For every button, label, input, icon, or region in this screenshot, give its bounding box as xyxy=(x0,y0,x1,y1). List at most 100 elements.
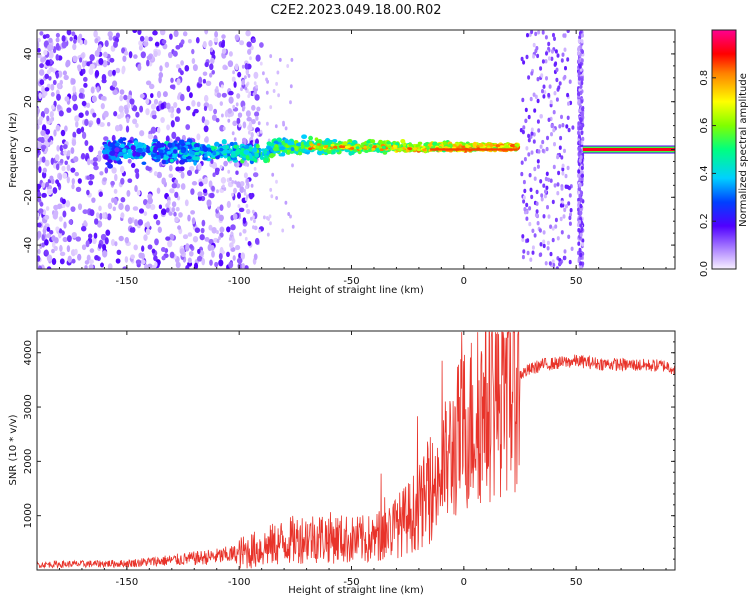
spectrogram-cell xyxy=(579,197,583,202)
spectrogram-cell xyxy=(232,213,238,220)
spectrogram-cell xyxy=(106,213,112,221)
snr-y-label: SNR (10 * v/v) xyxy=(8,414,19,485)
spectrogram-cell xyxy=(461,145,466,149)
spectrogram-cell xyxy=(557,170,561,176)
y-tick-label: 1000 xyxy=(23,503,34,528)
spectrogram-cell xyxy=(135,111,140,118)
spectrogram-cell xyxy=(216,230,219,235)
spectrogram-cell xyxy=(528,173,532,178)
spectrogram-cell xyxy=(239,186,245,194)
spectrogram-cell xyxy=(113,188,118,194)
spectrogram-cell xyxy=(214,141,220,147)
spectrogram-cell xyxy=(579,223,583,228)
spectrogram-cell xyxy=(526,33,529,38)
spectrogram-x-label: Height of straight line (km) xyxy=(288,285,424,296)
spectrogram-cell xyxy=(579,203,583,209)
spectrogram-cell xyxy=(154,261,158,268)
spectrogram-cell xyxy=(102,60,108,68)
spectrogram-cell xyxy=(579,210,583,216)
spectrogram-cell xyxy=(82,68,86,75)
spectrogram-cell xyxy=(534,212,538,218)
spectrogram-cell xyxy=(265,90,269,95)
spectrogram-cell xyxy=(123,50,129,56)
spectrogram-cell xyxy=(41,234,45,241)
spectrogram-cell xyxy=(103,154,109,160)
spectrogram-cell xyxy=(186,170,193,176)
spectrogram-cell xyxy=(281,228,285,233)
spectrogram-cell xyxy=(291,224,295,229)
spectrogram-cell xyxy=(254,111,260,117)
spectrogram-cell xyxy=(89,209,95,217)
spectrogram-cell xyxy=(103,51,108,58)
spectrogram-cell xyxy=(150,103,157,110)
spectrogram-cell xyxy=(293,146,299,151)
spectrogram-cell xyxy=(560,58,564,63)
spectrogram-cell xyxy=(559,260,563,266)
spectrogram-cell xyxy=(112,89,118,96)
spectrogram-cell xyxy=(219,204,224,212)
spectrogram-cell xyxy=(245,155,250,160)
spectrogram-cell xyxy=(251,209,255,214)
spectrogram-cell xyxy=(145,98,150,105)
spectrogram-cell xyxy=(54,154,60,162)
spectrogram-cell xyxy=(247,73,251,78)
spectrogram-cell xyxy=(201,219,206,227)
spectrogram-cell xyxy=(165,236,171,241)
spectrogram-cell xyxy=(205,80,212,86)
spectrogram-cell xyxy=(63,74,69,81)
spectrogram-cell xyxy=(61,35,66,42)
spectrogram-cell xyxy=(116,249,122,256)
spectrogram-cell xyxy=(156,187,161,194)
spectrogram-cell xyxy=(45,206,50,211)
spectrogram-cell xyxy=(364,149,369,154)
spectrogram-cell xyxy=(231,180,235,184)
spectrogram-cell xyxy=(220,177,227,184)
spectrogram-cell xyxy=(218,259,224,267)
spectrogram-cell xyxy=(234,63,239,71)
spectrogram-cell xyxy=(214,261,219,268)
spectrogram-cell xyxy=(139,105,144,113)
spectrogram-cell xyxy=(532,42,536,48)
spectrogram-cell xyxy=(72,43,77,51)
spectrogram-cell xyxy=(578,247,582,253)
spectrogram-cell xyxy=(533,108,537,113)
spectrogram-cell xyxy=(169,84,176,90)
spectrogram-cell xyxy=(189,165,195,172)
spectrogram-cell xyxy=(102,244,107,251)
spectrogram-cell xyxy=(569,208,573,213)
spectrogram-cell xyxy=(137,63,142,72)
spectrogram-cell xyxy=(98,243,102,249)
spectrogram-cell xyxy=(527,133,531,139)
spectrogram-cell xyxy=(580,227,584,232)
spectrogram-cell xyxy=(92,161,98,167)
spectrogram-cell xyxy=(371,147,376,151)
spectrogram-cell xyxy=(165,135,170,143)
spectrogram-cell xyxy=(265,77,268,82)
spectrogram-cell xyxy=(167,240,173,248)
spectrogram-cell xyxy=(56,182,61,187)
spectrogram-cell xyxy=(192,64,198,72)
spectrogram-cell xyxy=(577,51,580,56)
spectrogram-cell xyxy=(539,242,543,247)
spectrogram-cell xyxy=(86,189,90,196)
spectrogram-cell xyxy=(70,147,75,155)
spectrogram-cell xyxy=(175,64,181,69)
spectrogram-cell xyxy=(37,255,41,262)
spectrogram-cell xyxy=(75,120,79,128)
spectrogram-cell xyxy=(251,104,256,111)
spectrogram-cell xyxy=(539,114,543,119)
spectrogram-cell xyxy=(187,38,192,44)
spectrogram-cell xyxy=(118,151,124,157)
spectrogram-cell xyxy=(53,209,59,217)
spectrogram-cell xyxy=(227,118,231,123)
spectrogram-cell xyxy=(256,131,260,136)
spectrogram-cell xyxy=(274,124,278,129)
spectrogram-cell xyxy=(211,69,215,75)
spectrogram-cell xyxy=(240,252,246,260)
spectrogram-cell xyxy=(156,126,161,134)
spectrogram-cell xyxy=(526,250,530,256)
spectrogram-cell xyxy=(563,207,567,213)
spectrogram-cell xyxy=(153,213,158,220)
spectrogram-cell xyxy=(120,212,125,219)
spectrogram-cell xyxy=(577,173,580,178)
